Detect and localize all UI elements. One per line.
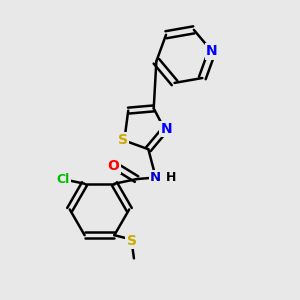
Text: N: N — [160, 122, 172, 136]
Text: S: S — [118, 134, 128, 148]
Text: S: S — [127, 234, 136, 248]
Text: N: N — [206, 44, 218, 58]
Text: O: O — [108, 159, 120, 173]
Text: N: N — [150, 171, 161, 184]
Text: H: H — [166, 171, 176, 184]
Text: Cl: Cl — [56, 173, 70, 186]
